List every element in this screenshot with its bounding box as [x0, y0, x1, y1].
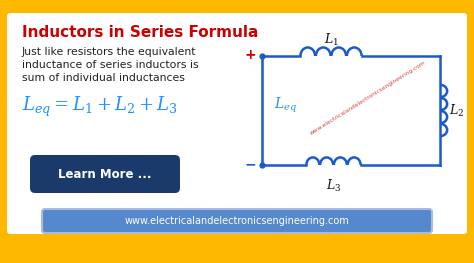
- Text: www.electricalandelectronicsengineering.com: www.electricalandelectronicsengineering.…: [125, 216, 349, 226]
- Text: $L_2$: $L_2$: [449, 103, 464, 119]
- Text: Learn More ...: Learn More ...: [58, 168, 152, 180]
- Text: $L_3$: $L_3$: [326, 178, 341, 194]
- FancyBboxPatch shape: [30, 155, 180, 193]
- Text: sum of individual inductances: sum of individual inductances: [22, 73, 185, 83]
- Text: $L_{eq} = L_1 + L_2 + L_3$: $L_{eq} = L_1 + L_2 + L_3$: [22, 95, 178, 119]
- FancyBboxPatch shape: [7, 13, 467, 234]
- Text: $L_1$: $L_1$: [324, 32, 338, 48]
- Text: −: −: [245, 157, 256, 171]
- FancyBboxPatch shape: [42, 209, 432, 233]
- Text: www.electricalandelectronicsengineering.com: www.electricalandelectronicsengineering.…: [309, 60, 427, 136]
- Text: Inductors in Series Formula: Inductors in Series Formula: [22, 25, 258, 40]
- Text: $L_{eq}$: $L_{eq}$: [274, 96, 297, 115]
- Text: Just like resistors the equivalent: Just like resistors the equivalent: [22, 47, 197, 57]
- Text: +: +: [245, 48, 256, 62]
- Text: inductance of series inductors is: inductance of series inductors is: [22, 60, 199, 70]
